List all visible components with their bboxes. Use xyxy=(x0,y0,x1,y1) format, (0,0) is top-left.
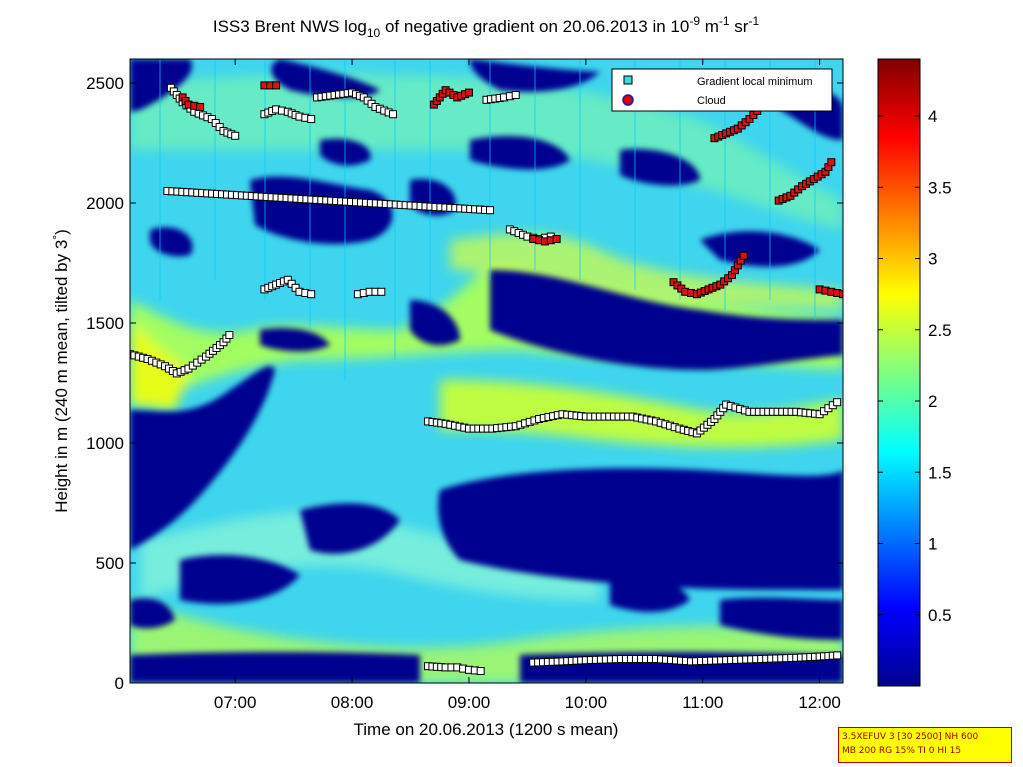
gradient-minimum-marker xyxy=(476,667,485,675)
gradient-minimum-marker xyxy=(511,91,520,99)
y-tick-label: 2500 xyxy=(86,74,124,93)
legend: Gradient local minimum Cloud xyxy=(611,68,833,112)
marker-layer xyxy=(130,81,843,675)
x-tick-label: 12:00 xyxy=(798,693,841,712)
settings-footer-box: 3.5XEFUV 3 [30 2500] NH 600 MB 200 RG 15… xyxy=(838,727,1012,763)
x-tick-label: 10:00 xyxy=(565,693,608,712)
plot-frame xyxy=(129,58,844,684)
y-tick-label: 2000 xyxy=(86,194,124,213)
cloud-marker xyxy=(839,290,843,299)
gradient-minimum-marker xyxy=(307,115,316,123)
gradient-minimum-marker xyxy=(231,131,240,140)
gradient-minimum-marker xyxy=(307,290,316,299)
colorbar-tick-label: 3.5 xyxy=(928,178,952,197)
colorbar-tick-label: 0.5 xyxy=(928,606,952,625)
legend-cloud-marker xyxy=(622,94,634,106)
gradient-minimum-marker xyxy=(225,331,234,339)
cloud-marker xyxy=(196,103,205,111)
colorbar-gradient xyxy=(877,58,921,687)
legend-box xyxy=(611,68,833,112)
cloud-marker xyxy=(272,81,281,90)
colorbar: 0.5 1 1.5 2 2.5 3 3.5 4 xyxy=(877,58,952,687)
legend-entry-cloud: Cloud xyxy=(697,95,726,107)
x-axis-label: Time on 20.06.2013 (1200 s mean) xyxy=(354,720,619,739)
gradient-minimum-marker xyxy=(833,398,842,407)
cloud-marker xyxy=(827,158,836,167)
gradient-minimum-marker xyxy=(388,110,397,119)
gradient-minimum-marker xyxy=(486,206,495,215)
x-tick-label: 07:00 xyxy=(214,693,257,712)
colorbar-tick-label: 4 xyxy=(928,107,937,126)
y-tick-label: 1500 xyxy=(86,314,124,333)
x-tick-label: 08:00 xyxy=(331,693,374,712)
colorbar-tick-label: 1 xyxy=(928,535,937,554)
x-tick-label: 09:00 xyxy=(448,693,491,712)
colorbar-tick-label: 2.5 xyxy=(928,321,952,340)
colorbar-tick-label: 2 xyxy=(928,392,937,411)
footer-line-2: MB 200 RG 15% TI 0 HI 15 xyxy=(842,746,962,756)
footer-line-1: 3.5XEFUV 3 [30 2500] NH 600 xyxy=(842,732,979,742)
heatmap-field xyxy=(130,59,843,683)
x-tick-label: 11:00 xyxy=(682,693,723,712)
y-tick-label: 0 xyxy=(115,674,124,693)
colorbar-ticks: 0.5 1 1.5 2 2.5 3 3.5 4 xyxy=(878,107,952,625)
gradient-minimum-marker xyxy=(377,287,386,296)
y-tick-label: 500 xyxy=(96,554,124,573)
legend-gradient-marker xyxy=(623,75,633,85)
cloud-marker xyxy=(739,251,748,260)
x-axis: 07:00 08:00 09:00 10:00 11:00 12:00 xyxy=(214,59,841,712)
colorbar-tick-label: 1.5 xyxy=(928,463,952,482)
cloud-marker xyxy=(464,88,473,97)
cloud-marker xyxy=(552,235,561,243)
gradient-minimum-marker xyxy=(833,651,842,660)
y-tick-label: 1000 xyxy=(86,434,124,453)
y-axis-label: Height in m (240 m mean, tilted by 3°) xyxy=(50,229,71,513)
legend-entry-gradient-minimum: Gradient local minimum xyxy=(697,76,813,88)
colorbar-tick-label: 3 xyxy=(928,250,937,269)
y-axis: 0 500 1000 1500 2000 2500 xyxy=(86,74,843,693)
chart-title: ISS3 Brent NWS log10 of negative gradien… xyxy=(213,14,760,40)
